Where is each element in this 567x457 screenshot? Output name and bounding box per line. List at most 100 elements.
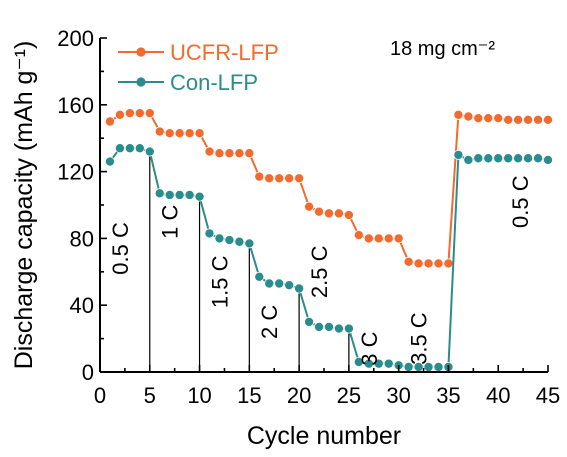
data-point bbox=[234, 148, 245, 159]
data-point bbox=[343, 210, 354, 221]
data-point bbox=[383, 233, 394, 244]
data-point bbox=[194, 191, 205, 202]
data-point bbox=[503, 153, 514, 164]
data-point bbox=[174, 128, 185, 139]
data-point bbox=[274, 278, 285, 289]
data-point bbox=[194, 128, 205, 139]
rate-label: 2 C bbox=[257, 305, 282, 339]
x-tick-label: 30 bbox=[386, 383, 410, 408]
data-point bbox=[373, 233, 384, 244]
rate-label: 2.5 C bbox=[307, 245, 332, 298]
data-point bbox=[304, 316, 315, 327]
data-point bbox=[274, 173, 285, 184]
data-point bbox=[244, 148, 255, 159]
data-point bbox=[124, 143, 135, 154]
data-point bbox=[314, 206, 325, 217]
data-point bbox=[134, 108, 145, 119]
data-point bbox=[323, 208, 334, 219]
data-point bbox=[493, 153, 504, 164]
data-point bbox=[463, 111, 474, 122]
x-tick-label: 45 bbox=[536, 383, 560, 408]
data-point bbox=[503, 114, 514, 125]
data-point bbox=[294, 283, 305, 294]
data-point bbox=[304, 201, 315, 212]
data-point bbox=[104, 116, 115, 127]
data-point bbox=[104, 156, 115, 167]
y-tick-label: 0 bbox=[82, 360, 94, 385]
data-point bbox=[124, 108, 135, 119]
data-point bbox=[114, 109, 125, 120]
data-point bbox=[353, 230, 364, 241]
data-point bbox=[533, 114, 544, 125]
data-point bbox=[513, 153, 524, 164]
data-point bbox=[254, 271, 265, 282]
data-point bbox=[224, 148, 235, 159]
data-point bbox=[214, 233, 225, 244]
rate-label: 3 C bbox=[357, 331, 382, 365]
data-point bbox=[423, 258, 434, 269]
data-point bbox=[164, 189, 175, 200]
data-point bbox=[224, 235, 235, 246]
data-point bbox=[483, 153, 494, 164]
data-point bbox=[413, 258, 424, 269]
y-tick-label: 120 bbox=[57, 160, 94, 185]
data-point bbox=[284, 173, 295, 184]
data-point bbox=[314, 321, 325, 332]
data-point bbox=[134, 143, 145, 154]
data-point bbox=[154, 126, 165, 137]
data-point bbox=[254, 171, 265, 182]
data-point bbox=[144, 146, 155, 157]
rate-label: 0.5 C bbox=[508, 175, 533, 228]
data-point bbox=[433, 258, 444, 269]
x-tick-label: 35 bbox=[436, 383, 460, 408]
data-point bbox=[453, 109, 464, 120]
data-point bbox=[473, 153, 484, 164]
data-point bbox=[493, 113, 504, 124]
rate-label: 1 C bbox=[158, 204, 183, 238]
data-point bbox=[543, 154, 554, 165]
data-point bbox=[483, 113, 494, 124]
x-tick-label: 10 bbox=[187, 383, 211, 408]
y-tick-label: 160 bbox=[57, 93, 94, 118]
legend-label: Con-LFP bbox=[170, 70, 258, 95]
data-point bbox=[473, 113, 484, 124]
data-point bbox=[184, 189, 195, 200]
data-point bbox=[443, 258, 454, 269]
data-point bbox=[184, 128, 195, 139]
data-point bbox=[204, 146, 215, 157]
data-point bbox=[294, 173, 305, 184]
series-layer bbox=[104, 108, 554, 372]
y-tick-label: 80 bbox=[70, 226, 94, 251]
data-point bbox=[433, 361, 444, 372]
y-tick-label: 200 bbox=[57, 26, 94, 51]
rate-label: 0.5 C bbox=[108, 222, 133, 275]
data-point bbox=[453, 149, 464, 160]
data-point bbox=[343, 323, 354, 334]
data-point bbox=[244, 238, 255, 249]
data-point bbox=[333, 323, 344, 334]
data-point bbox=[264, 173, 275, 184]
x-axis-title: Cycle number bbox=[247, 422, 401, 450]
data-point bbox=[533, 153, 544, 164]
x-tick-label: 40 bbox=[486, 383, 510, 408]
data-point bbox=[323, 321, 334, 332]
legend-marker bbox=[136, 77, 146, 87]
y-tick-label: 40 bbox=[70, 293, 94, 318]
data-point bbox=[164, 128, 175, 139]
data-point bbox=[393, 233, 404, 244]
x-tick-label: 20 bbox=[287, 383, 311, 408]
data-point bbox=[523, 114, 534, 125]
data-point bbox=[363, 358, 374, 369]
x-tick-label: 25 bbox=[337, 383, 361, 408]
legend-marker bbox=[136, 47, 146, 57]
x-tick-label: 15 bbox=[237, 383, 261, 408]
data-point bbox=[543, 114, 554, 125]
y-axis-title: Discharge capacity (mAh g⁻¹) bbox=[10, 41, 38, 370]
x-tick-label: 0 bbox=[94, 383, 106, 408]
data-point bbox=[174, 189, 185, 200]
data-point bbox=[114, 143, 125, 154]
loading-annotation: 18 mg cm⁻² bbox=[390, 38, 495, 60]
ticks: 0 5 10 15 20 25 30 35 40 45 0 40 80 120 160 200 bbox=[57, 26, 560, 408]
data-point bbox=[204, 228, 215, 239]
